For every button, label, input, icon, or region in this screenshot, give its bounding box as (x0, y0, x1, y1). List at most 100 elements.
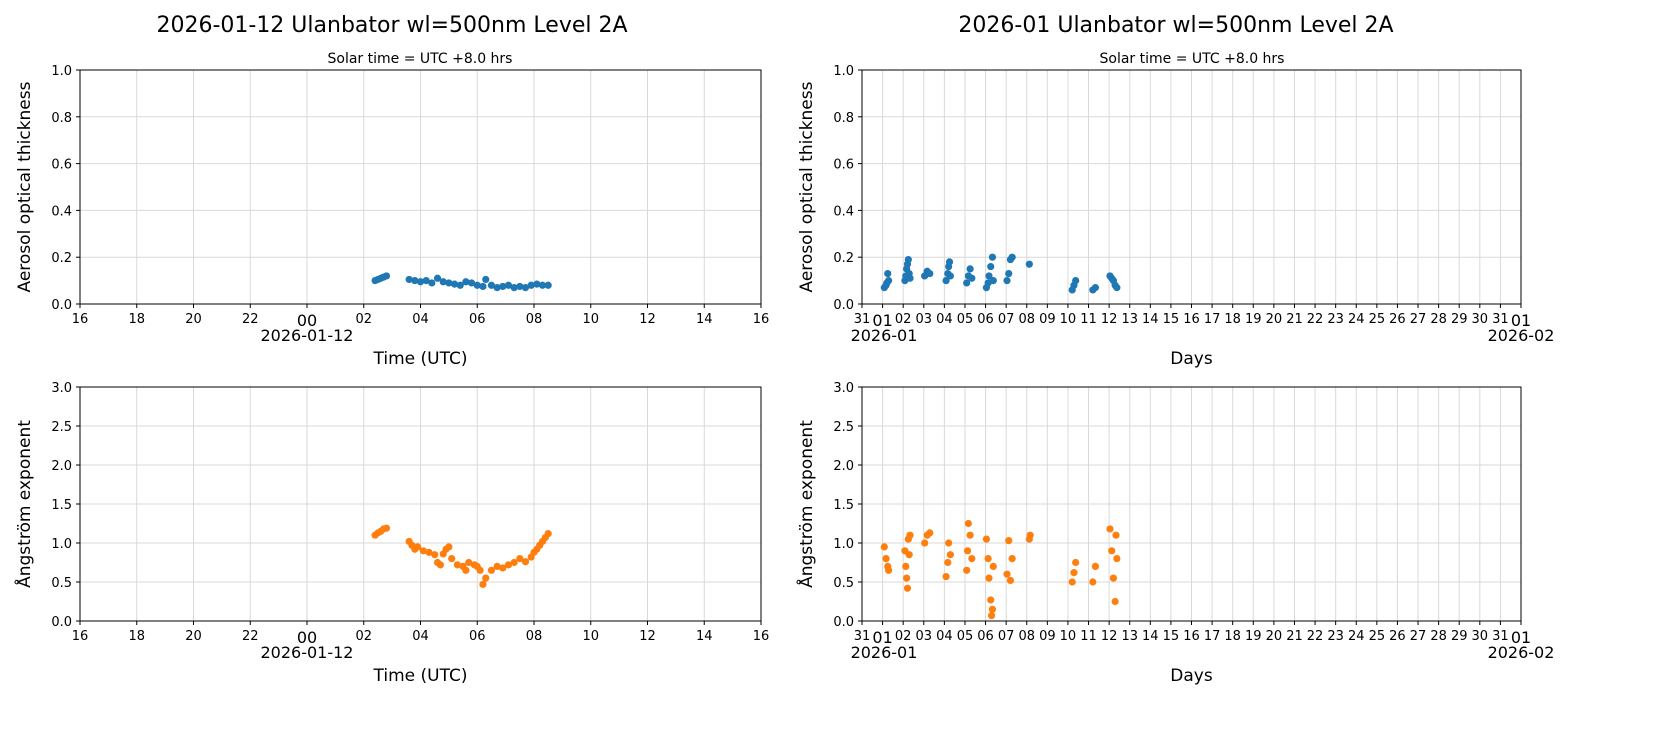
data-point (968, 274, 976, 282)
data-point (945, 539, 953, 547)
x-tick-label: 06 (469, 629, 486, 644)
y-tick-label: 2.5 (51, 420, 72, 435)
data-point (966, 531, 974, 539)
x-tick-label: 03 (916, 629, 933, 644)
monthly-title: 2026-01 Ulanbator wl=500nm Level 2A (958, 13, 1393, 38)
data-point (439, 278, 447, 286)
data-point (1068, 578, 1076, 586)
y-axis-label: Aerosol optical thickness (15, 81, 35, 292)
data-point (968, 555, 976, 563)
data-point (905, 551, 913, 559)
x-tick-label: 08 (526, 629, 543, 644)
data-point (499, 282, 507, 291)
x-tick-label: 16 (1183, 312, 1200, 327)
data-point (926, 529, 934, 537)
data-point (479, 282, 487, 291)
y-tick-label: 0.0 (51, 615, 72, 630)
x-tick-label: 09 (1039, 312, 1056, 327)
x-tick-label: 14 (1142, 312, 1159, 327)
x-tick-label: 02 (355, 629, 372, 644)
data-point (453, 561, 461, 569)
data-point (504, 561, 513, 569)
data-point (433, 274, 442, 282)
monthly-subtitle: Solar time = UTC +8.0 hrs (1100, 51, 1285, 67)
data-point (476, 566, 484, 574)
data-point (984, 555, 992, 563)
x-tick-label: 17 (1204, 629, 1221, 644)
y-tick-label: 2.0 (51, 459, 72, 474)
data-point (903, 584, 912, 592)
plot-frame (79, 386, 762, 622)
x-tick-label: 10 (582, 629, 599, 644)
x-tick-label: 04 (412, 629, 429, 644)
x-tick-label: 02 (355, 312, 372, 327)
data-point (487, 281, 496, 289)
x-tick-label: 15 (1163, 312, 1180, 327)
data-point (456, 281, 464, 289)
data-point (405, 275, 413, 284)
data-point (516, 282, 524, 291)
x-tick-label: 18 (128, 312, 145, 327)
data-point (1106, 525, 1114, 533)
x-tick-label: 24 (1348, 312, 1365, 327)
data-point (516, 555, 524, 563)
y-tick-label: 1.0 (833, 64, 854, 79)
data-point (425, 548, 433, 556)
date-label-end: 2026-02 (1488, 326, 1555, 345)
x-tick-label: 31 (1492, 312, 1509, 327)
data-point (942, 277, 950, 285)
data-point (987, 611, 996, 620)
data-point (989, 562, 997, 571)
data-point (493, 284, 501, 292)
y-tick-label: 0.8 (51, 111, 72, 126)
data-point (436, 561, 444, 569)
x-tick-label: 24 (1348, 629, 1365, 644)
x-tick-label: 30 (1472, 629, 1489, 644)
data-point (1113, 555, 1121, 563)
x-tick-label: 16 (72, 312, 89, 327)
data-point (987, 596, 995, 604)
x-tick-label: 29 (1451, 312, 1468, 327)
x-tick-label: 14 (1142, 629, 1159, 644)
y-tick-label: 0.6 (833, 158, 854, 173)
x-tick-label: 16 (1183, 629, 1200, 644)
x-tick-label: 20 (1266, 312, 1283, 327)
data-point (422, 277, 430, 285)
data-point (1008, 555, 1016, 563)
data-point (946, 551, 954, 559)
data-point (903, 574, 911, 582)
y-tick-label: 3.0 (833, 381, 854, 396)
x-tick-label: 16 (753, 312, 770, 327)
x-tick-label: 26 (1389, 312, 1406, 327)
x-tick-label: 18 (128, 629, 145, 644)
data-point (467, 279, 476, 287)
data-point (521, 558, 530, 566)
data-point (985, 272, 993, 280)
y-tick-label: 0.2 (833, 251, 854, 266)
y-axis-label: Ångström exponent (795, 420, 817, 588)
data-point (1091, 284, 1099, 292)
x-tick-label: 20 (1266, 629, 1283, 644)
data-point (521, 284, 530, 292)
data-point (445, 543, 453, 551)
y-axis-label: Ångström exponent (13, 420, 35, 588)
y-tick-label: 0.4 (51, 204, 72, 219)
x-tick-label: 14 (696, 312, 713, 327)
y-tick-label: 0.0 (51, 298, 72, 313)
plot-frame (79, 69, 762, 305)
data-point (989, 277, 997, 285)
x-tick-label: 29 (1451, 629, 1468, 644)
y-tick-label: 1.0 (51, 64, 72, 79)
x-tick-label: 28 (1430, 629, 1447, 644)
data-point (382, 272, 391, 280)
data-point (1005, 537, 1013, 545)
data-point (473, 281, 481, 289)
x-tick-label: 01 (872, 628, 892, 647)
data-point (544, 281, 552, 289)
x-tick-label: 05 (957, 312, 974, 327)
data-point (1072, 558, 1080, 567)
data-point (1070, 569, 1078, 577)
x-tick-label: 11 (1080, 629, 1097, 644)
data-point (963, 279, 971, 287)
